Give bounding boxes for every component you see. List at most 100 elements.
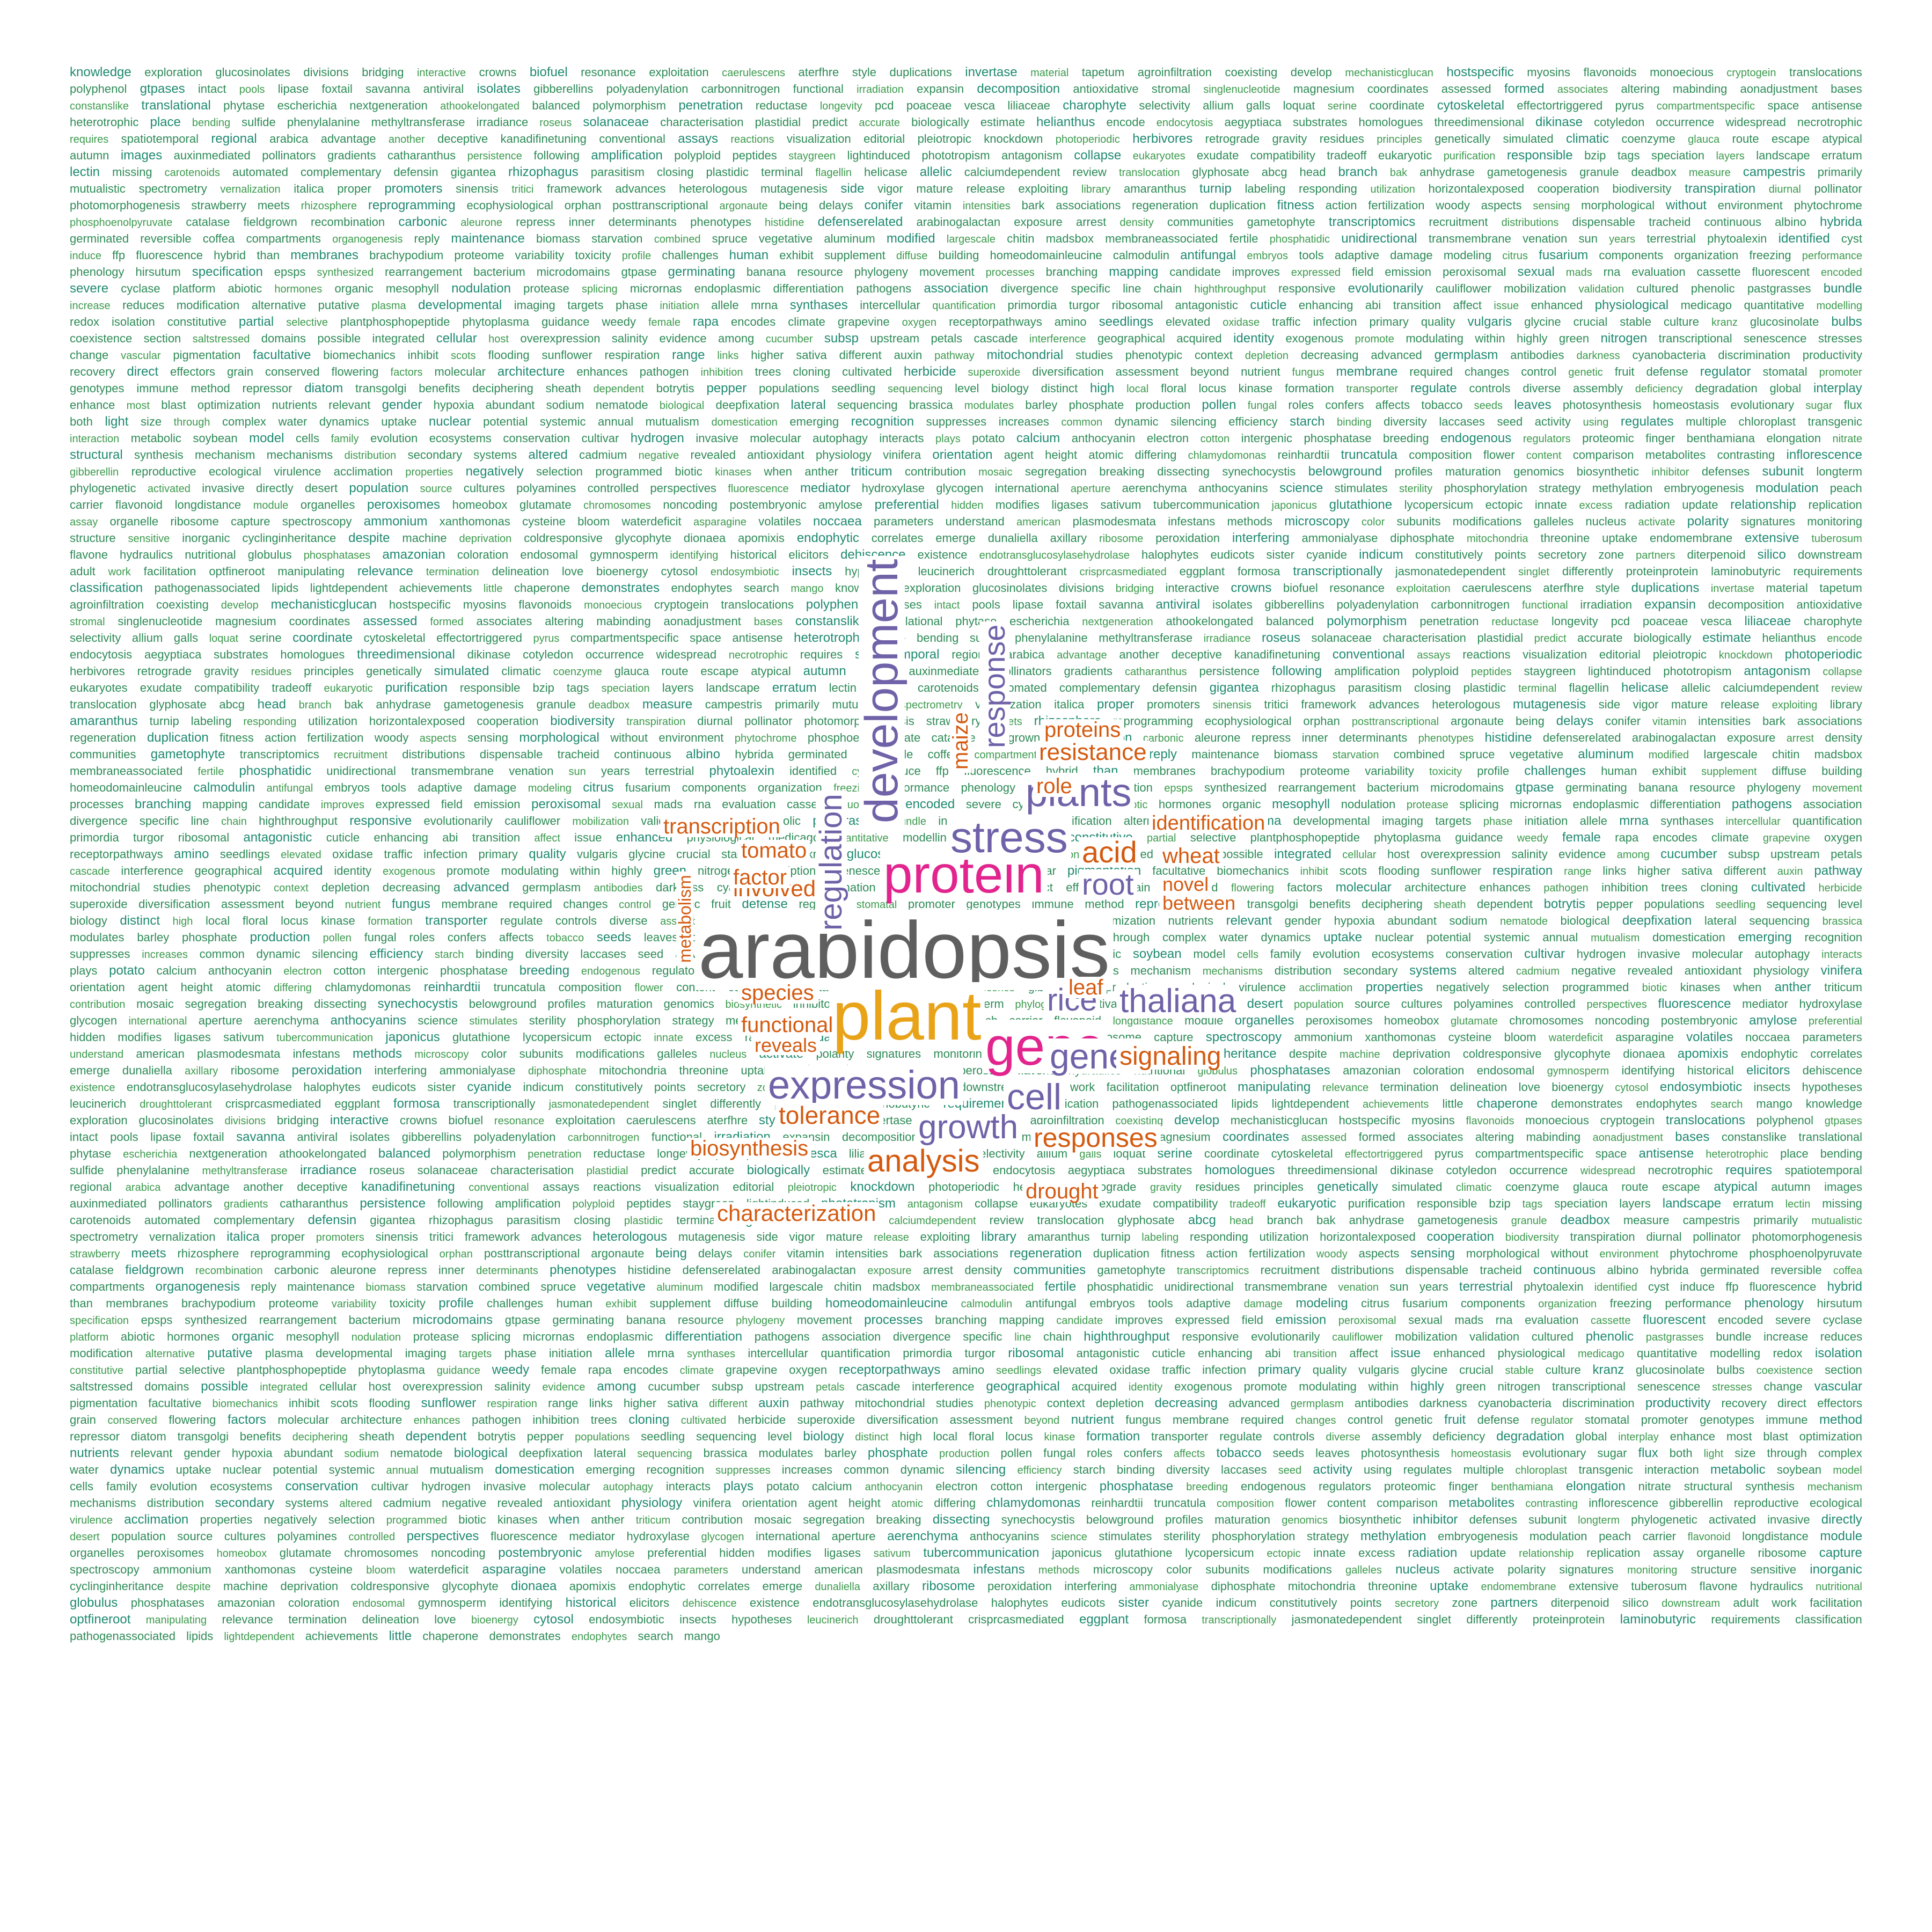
filler-word: sister xyxy=(1266,548,1295,561)
filler-word: stresses xyxy=(1818,332,1862,345)
filler-word: layers xyxy=(1716,150,1745,162)
filler-word: roseus xyxy=(369,1163,405,1177)
filler-word: homeobox xyxy=(452,498,508,511)
filler-word: leucinerich xyxy=(807,1614,859,1626)
filler-word: place xyxy=(1780,1147,1809,1160)
filler-word: higher xyxy=(1637,864,1671,877)
filler-word: range xyxy=(548,1396,579,1410)
filler-word: orientation xyxy=(70,980,125,994)
filler-word: action xyxy=(1325,199,1357,212)
filler-word: agent xyxy=(808,1496,838,1510)
filler-word: bark xyxy=(1762,714,1785,728)
filler-word: quantitative xyxy=(1744,298,1804,312)
filler-word: fungal xyxy=(1247,400,1277,412)
filler-word: differing xyxy=(274,982,312,994)
filler-word: proteome xyxy=(454,248,504,262)
filler-word: arrest xyxy=(1075,215,1107,229)
filler-word: imaging xyxy=(1382,814,1424,828)
filler-word: scots xyxy=(450,350,476,362)
filler-word: diffuse xyxy=(896,250,928,262)
filler-word: ammonium xyxy=(1294,1030,1353,1044)
filler-word: productivity xyxy=(1645,1396,1711,1410)
filler-word: mango xyxy=(791,583,824,595)
filler-word: transpiration xyxy=(626,716,686,728)
filler-word: biomechanics xyxy=(212,1398,278,1410)
filler-word: partial xyxy=(135,1363,167,1377)
filler-word: modulating xyxy=(1299,1380,1357,1393)
filler-word: invertase xyxy=(864,1114,912,1127)
filler-word: meets xyxy=(993,716,1022,728)
filler-word: helicase xyxy=(1621,680,1669,695)
filler-word: knockdown xyxy=(984,132,1043,145)
filler-word: targets xyxy=(1435,814,1472,828)
filler-word: exploiting xyxy=(1018,182,1069,195)
filler-word: galls xyxy=(1246,99,1271,112)
filler-word: antibodies xyxy=(594,882,643,894)
filler-word: regulates xyxy=(1620,414,1674,429)
filler-word: mesophyll xyxy=(1272,797,1330,811)
filler-word: defenserelated xyxy=(817,215,903,229)
filler-word: enhance xyxy=(962,916,1004,927)
filler-word: phenology xyxy=(70,265,125,279)
filler-word: pathogenassociated xyxy=(154,581,260,595)
filler-word: specific xyxy=(1071,282,1110,295)
filler-word: herbicide xyxy=(1818,882,1862,894)
filler-word: apomixis xyxy=(1677,1046,1729,1061)
filler-word: escherichia xyxy=(123,1148,178,1160)
filler-word: constanslike xyxy=(70,100,129,112)
filler-word: antioxidative xyxy=(1796,598,1862,611)
filler-word: ribosome xyxy=(1099,533,1144,545)
filler-word: height xyxy=(848,1496,881,1510)
filler-word: images xyxy=(120,148,163,163)
filler-word: accurate xyxy=(1577,631,1623,645)
filler-word: relevant xyxy=(1226,913,1272,928)
filler-word: control xyxy=(1347,1413,1384,1426)
filler-word: relevance xyxy=(357,564,413,579)
filler-word: dunaliella xyxy=(815,1581,860,1593)
filler-word: lipase xyxy=(1012,598,1044,611)
filler-word: grain xyxy=(70,1413,96,1426)
filler-word: years xyxy=(1419,1280,1448,1293)
filler-word: glycine xyxy=(1524,315,1561,328)
filler-word: culture xyxy=(1663,315,1699,328)
filler-word: benthamiana xyxy=(821,964,889,977)
filler-word: altering xyxy=(545,614,584,628)
filler-word: synthesis xyxy=(1070,964,1119,977)
filler-word: transgolgi xyxy=(355,382,407,395)
filler-word: decomposition xyxy=(841,1130,918,1144)
filler-word: assessed xyxy=(1301,1132,1347,1144)
filler-word: infestans xyxy=(292,1047,340,1060)
filler-word: developmental xyxy=(316,1346,393,1360)
filler-word: pools xyxy=(972,598,1000,611)
filler-word: mutualistic xyxy=(832,698,888,711)
filler-word: nitrogen xyxy=(1497,1380,1541,1393)
filler-word: protease xyxy=(1406,799,1448,811)
filler-word: achievements xyxy=(399,581,472,595)
filler-word: selective xyxy=(1190,831,1236,844)
filler-word: regeneration xyxy=(1009,1246,1082,1261)
filler-word: material xyxy=(923,1114,965,1127)
filler-word: triticum xyxy=(1824,980,1862,994)
filler-word: interaction xyxy=(1004,947,1059,961)
filler-word: phenotypes xyxy=(690,215,751,229)
filler-word: weedy xyxy=(492,1363,530,1377)
filler-word: radiation xyxy=(744,1030,791,1044)
filler-word: pigmentation xyxy=(70,1396,137,1410)
filler-word: cyanide xyxy=(1162,1596,1203,1609)
filler-word: crisprcasmediated xyxy=(1079,566,1167,578)
filler-word: transgenic xyxy=(1807,415,1862,428)
filler-word: kranz xyxy=(1592,1363,1624,1377)
filler-word: understand xyxy=(741,1563,801,1576)
filler-word: charophyte xyxy=(1063,98,1127,113)
filler-word: high xyxy=(899,1430,922,1443)
filler-word: nematode xyxy=(390,1446,443,1460)
filler-word: roseus xyxy=(539,117,572,129)
filler-word: combined xyxy=(1393,748,1445,761)
filler-word: glauca xyxy=(614,664,649,678)
filler-word: diatom xyxy=(1201,897,1236,911)
filler-word: peptides xyxy=(1470,666,1512,678)
filler-word: controlled xyxy=(587,481,639,495)
filler-word: phosphatases xyxy=(130,1596,204,1609)
filler-word: auxin xyxy=(758,1396,789,1410)
filler-word: candidate xyxy=(258,797,310,811)
